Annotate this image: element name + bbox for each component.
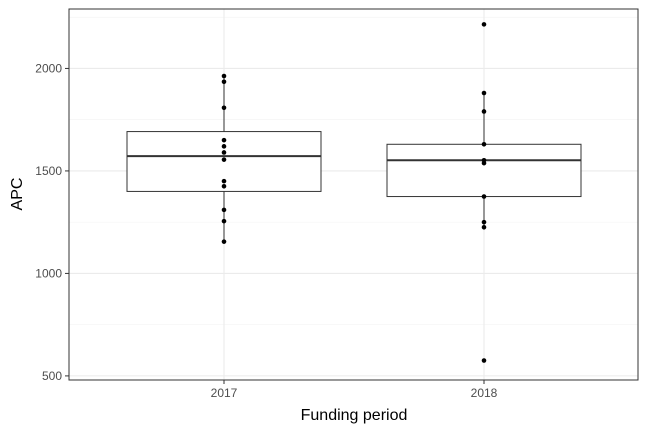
data-point bbox=[221, 239, 227, 244]
y-tick-label: 500 bbox=[42, 369, 62, 383]
x-axis-title: Funding period bbox=[301, 407, 408, 424]
x-axis: 2017 2018 bbox=[211, 380, 498, 400]
y-axis: 500 1000 1500 2000 bbox=[35, 61, 69, 383]
data-point bbox=[221, 144, 227, 149]
point-layer bbox=[221, 22, 487, 363]
y-axis-title: APC bbox=[9, 178, 26, 211]
data-point bbox=[481, 109, 487, 114]
data-point bbox=[221, 79, 227, 85]
y-tick-label: 1000 bbox=[35, 266, 62, 280]
data-point bbox=[481, 22, 487, 27]
data-point bbox=[221, 218, 227, 224]
y-tick-label: 2000 bbox=[35, 61, 62, 75]
data-point bbox=[481, 194, 487, 199]
data-point bbox=[481, 141, 487, 147]
data-point bbox=[221, 207, 227, 213]
y-tick-label: 1500 bbox=[35, 164, 62, 178]
data-point bbox=[221, 150, 227, 155]
data-point bbox=[221, 184, 227, 189]
data-point bbox=[221, 137, 227, 143]
data-point bbox=[221, 178, 227, 184]
data-point bbox=[481, 90, 487, 96]
data-point bbox=[481, 358, 487, 363]
x-tick-label: 2017 bbox=[211, 386, 238, 400]
data-point bbox=[481, 219, 487, 225]
data-point bbox=[221, 157, 227, 162]
data-point bbox=[221, 73, 227, 79]
data-point bbox=[481, 224, 487, 230]
data-point bbox=[221, 105, 227, 111]
box-iqr bbox=[386, 143, 582, 198]
panel-border bbox=[68, 8, 639, 381]
x-tick-label: 2018 bbox=[471, 386, 498, 400]
data-point bbox=[481, 160, 487, 166]
